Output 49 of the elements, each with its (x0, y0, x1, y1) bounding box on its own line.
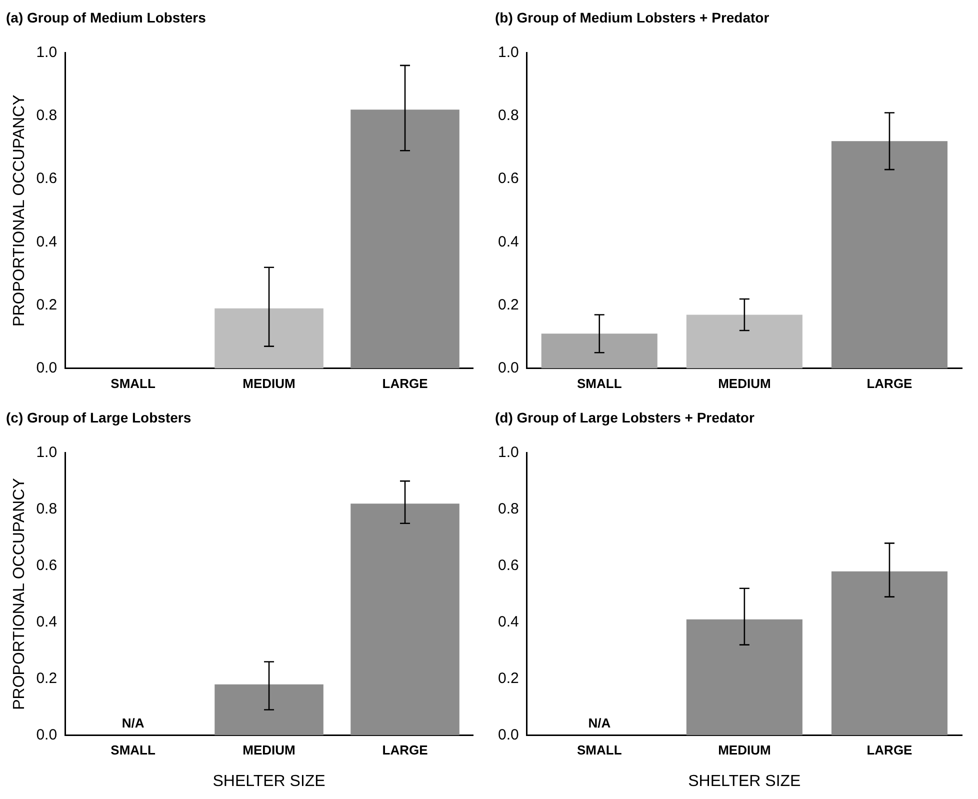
y-tick-label: 0.8 (498, 107, 519, 124)
y-tick-label: 0.2 (36, 296, 58, 314)
y-tick-label: 1.0 (36, 444, 58, 461)
y-tick-label: 1.0 (498, 444, 519, 461)
chart-title: (c) Group of Large Lobsters (6, 409, 192, 426)
y-tick-label: 0.8 (498, 500, 519, 518)
y-tick-label: 0.4 (36, 233, 58, 250)
y-tick-label: 0.0 (36, 360, 58, 377)
x-tick-label: MEDIUM (718, 742, 771, 758)
text: N/A (122, 715, 144, 730)
chart-title: (b) Group of Medium Lobsters + Predator (495, 9, 770, 26)
x-tick-label: MEDIUM (242, 742, 296, 758)
y-tick-label: 0.0 (498, 726, 519, 744)
y-tick-label: 1.0 (498, 44, 519, 61)
y-tick-label: 0.2 (498, 296, 519, 314)
y-tick-label: 0.0 (36, 726, 58, 744)
x-tick-label: LARGE (866, 742, 913, 758)
y-tick-label: 0.6 (498, 556, 519, 574)
chart-title: (d) Group of Large Lobsters + Predator (495, 409, 755, 426)
y-tick-label: 0.2 (36, 670, 58, 687)
x-tick-label: LARGE (382, 742, 428, 758)
y-tick-label: 0.8 (36, 500, 58, 518)
text: N/A (588, 715, 611, 730)
x-tick-label: SMALL (576, 376, 622, 391)
x-axis-title: SHELTER SIZE (688, 772, 801, 790)
x-tick-label: MEDIUM (718, 376, 771, 391)
y-axis-title: PROPORTIONAL OCCUPANCY (11, 94, 28, 326)
x-tick-label: MEDIUM (242, 376, 296, 391)
x-axis-title: SHELTER SIZE (212, 772, 326, 790)
x-tick-label: LARGE (866, 376, 913, 391)
y-tick-label: 0.6 (36, 556, 58, 574)
x-tick-label: LARGE (382, 376, 428, 391)
x-tick-label: SMALL (110, 376, 156, 391)
bar (831, 141, 948, 368)
y-tick-label: 1.0 (36, 44, 58, 61)
bar (541, 334, 658, 368)
y-tick-label: 0.2 (498, 670, 519, 687)
x-tick-label: SMALL (110, 742, 156, 758)
y-tick-label: 0.4 (498, 233, 519, 250)
y-axis-title: PROPORTIONAL OCCUPANCY (11, 478, 28, 710)
x-tick-label: SMALL (576, 742, 622, 758)
y-tick-label: 0.8 (36, 107, 58, 124)
y-tick-label: 0.6 (498, 170, 519, 188)
y-tick-label: 0.4 (498, 613, 519, 630)
y-tick-label: 0.0 (498, 360, 519, 377)
y-tick-label: 0.4 (36, 613, 58, 630)
y-tick-label: 0.6 (36, 170, 58, 188)
chart-title: (a) Group of Medium Lobsters (6, 9, 206, 26)
bar (686, 314, 802, 368)
